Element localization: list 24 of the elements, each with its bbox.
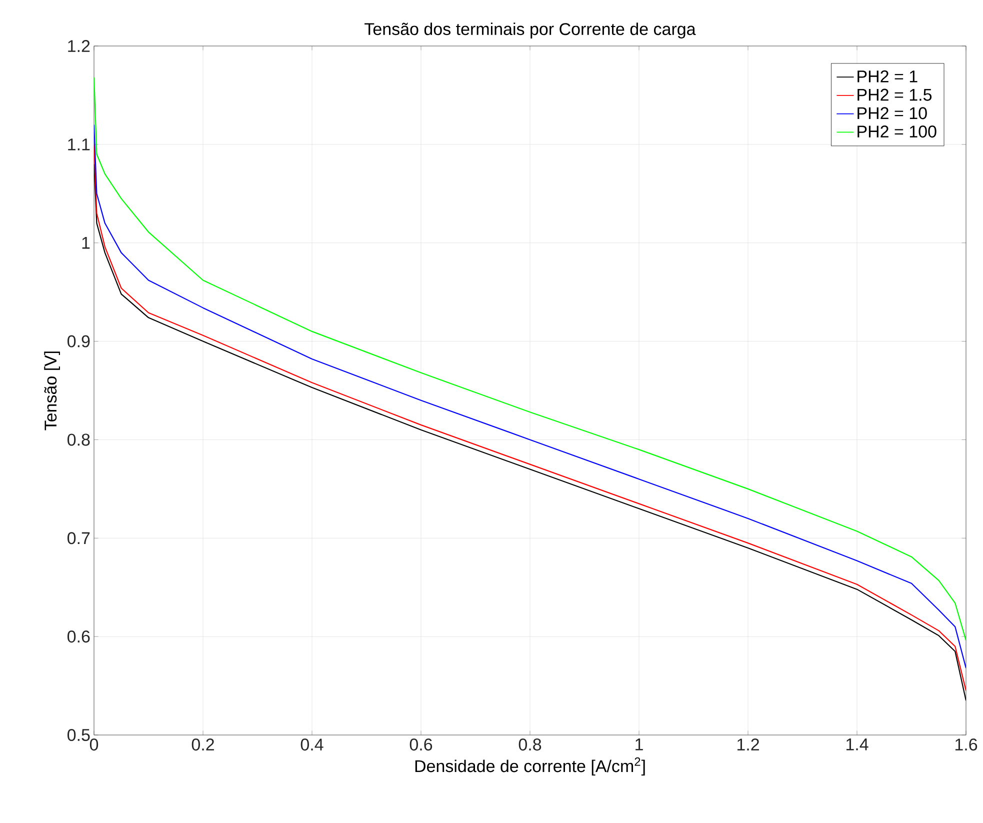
legend-label: PH2 = 1	[858, 70, 918, 82]
x-tick-label: 1	[636, 738, 643, 750]
x-tick-label: 1.4	[846, 738, 868, 750]
y-axis-title: Tensão [V]	[44, 352, 60, 430]
x-tick-label: 1.2	[737, 738, 759, 750]
chart-title: Tensão dos terminais por Corrente de carga	[364, 22, 696, 38]
x-tick-label: 0.6	[410, 738, 432, 751]
y-tick-label: 1.2	[68, 40, 90, 52]
y-tick-label: 1.1	[68, 138, 90, 150]
x-tick-label: 0.4	[300, 738, 324, 751]
legend-label: PH2 = 1.5	[858, 88, 932, 101]
x-tick-label: 0.2	[192, 738, 214, 751]
y-tick-label: 0.8	[67, 434, 90, 446]
legend-label: PH2 = 10	[858, 107, 927, 120]
y-tick-label: 0.6	[67, 630, 90, 643]
y-tick-label: 1	[82, 237, 90, 249]
x-tick-label: 1.6	[955, 738, 978, 751]
legend-label: PH2 = 100	[858, 126, 936, 138]
y-tick-label: 0.7	[67, 532, 90, 544]
y-tick-label: 0.5	[67, 728, 90, 742]
x-tick-label: 0	[90, 738, 98, 751]
y-tick-label: 0.9	[67, 335, 90, 348]
x-tick-label: 0.8	[518, 738, 542, 751]
x-axis-title: Densidade de corrente [A/cm$^{2}$]	[415, 757, 645, 776]
